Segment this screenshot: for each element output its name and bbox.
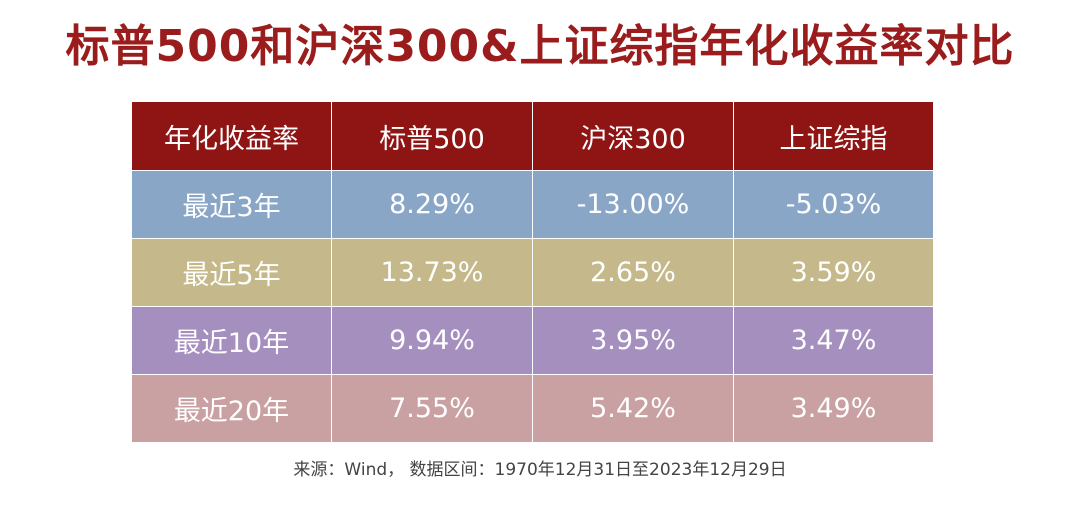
table-row: 最近3年 8.29% -13.00% -5.03% (131, 170, 934, 239)
table-cell: -5.03% (733, 170, 934, 239)
table-cell: 13.73% (331, 238, 533, 307)
row-label: 最近5年 (131, 238, 332, 307)
table-cell: 3.49% (733, 374, 934, 443)
table-row: 最近10年 9.94% 3.95% 3.47% (131, 306, 934, 375)
row-label: 最近20年 (131, 374, 332, 443)
column-header: 沪深300 (532, 101, 734, 171)
row-label: 最近10年 (131, 306, 332, 375)
table-cell: 5.42% (532, 374, 734, 443)
column-header: 上证综指 (733, 101, 934, 171)
table-header-row: 年化收益率 标普500 沪深300 上证综指 (131, 101, 934, 171)
returns-table: 年化收益率 标普500 沪深300 上证综指 最近3年 8.29% -13.00… (131, 101, 934, 443)
source-note: 来源：Wind， 数据区间：1970年12月31日至2023年12月29日 (293, 460, 787, 480)
table-cell: 2.65% (532, 238, 734, 307)
table-row: 最近20年 7.55% 5.42% 3.49% (131, 374, 934, 443)
page-title: 标普500和沪深300&上证综指年化收益率对比 (65, 21, 1015, 72)
table-cell: 3.47% (733, 306, 934, 375)
table-cell: -13.00% (532, 170, 734, 239)
row-label: 最近3年 (131, 170, 332, 239)
table-cell: 9.94% (331, 306, 533, 375)
table-cell: 8.29% (331, 170, 533, 239)
column-header: 年化收益率 (131, 101, 332, 171)
table-cell: 7.55% (331, 374, 533, 443)
table-cell: 3.95% (532, 306, 734, 375)
table-row: 最近5年 13.73% 2.65% 3.59% (131, 238, 934, 307)
column-header: 标普500 (331, 101, 533, 171)
table-cell: 3.59% (733, 238, 934, 307)
